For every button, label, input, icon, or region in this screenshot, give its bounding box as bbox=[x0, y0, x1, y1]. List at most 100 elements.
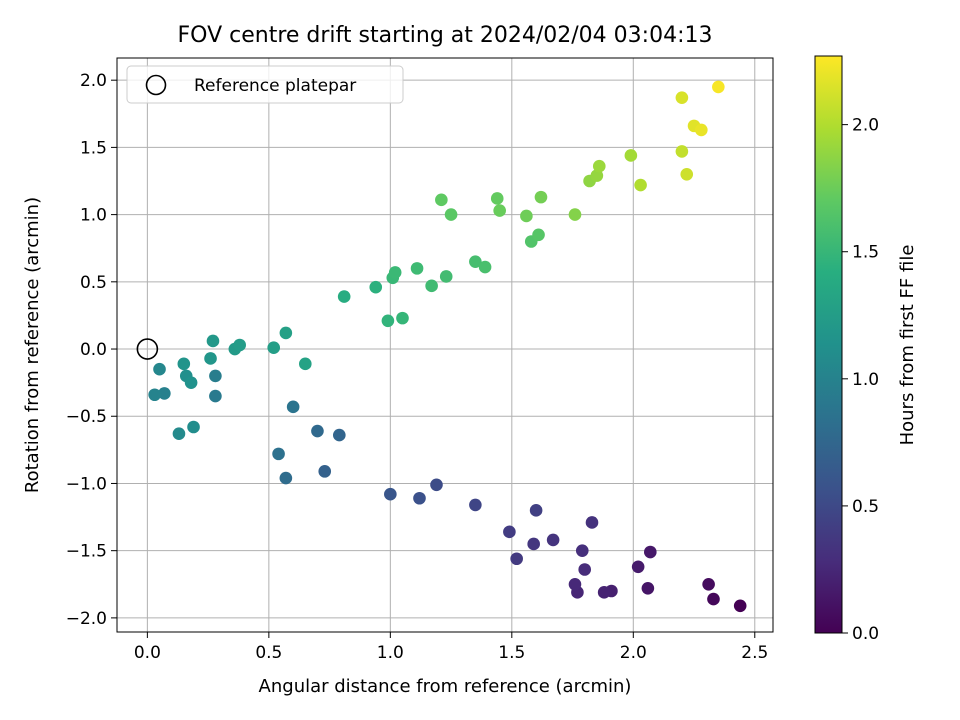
data-point bbox=[286, 400, 300, 414]
y-tick-label: −1.0 bbox=[66, 474, 107, 494]
data-point bbox=[311, 424, 324, 438]
data-point bbox=[695, 123, 708, 137]
data-point bbox=[430, 478, 443, 492]
y-axis-ticks: −2.0 −1.5 −1.0 −0.5 0.0 0.5 1.0 1.5 2.0 bbox=[66, 71, 117, 629]
y-tick-label: −0.5 bbox=[66, 407, 107, 427]
data-point bbox=[337, 290, 351, 303]
data-point bbox=[712, 80, 725, 94]
data-point bbox=[707, 592, 720, 606]
y-tick-label: 2.0 bbox=[80, 71, 107, 91]
data-point bbox=[444, 208, 458, 221]
data-point bbox=[177, 357, 191, 371]
data-point bbox=[568, 577, 582, 591]
data-point bbox=[184, 376, 198, 389]
colorbar-tick-label: 2.0 bbox=[852, 116, 879, 136]
data-point bbox=[439, 270, 453, 283]
data-point bbox=[510, 552, 523, 566]
data-point bbox=[206, 334, 220, 348]
y-tick-label: 0.0 bbox=[80, 340, 107, 360]
y-tick-label: 1.5 bbox=[80, 138, 107, 158]
x-tick-label: 1.0 bbox=[377, 643, 404, 663]
data-point bbox=[158, 387, 171, 400]
data-point bbox=[490, 192, 504, 205]
x-tick-label: 0.5 bbox=[255, 643, 282, 663]
data-point bbox=[425, 279, 438, 293]
data-point bbox=[624, 149, 638, 162]
y-tick-label: 1.0 bbox=[80, 206, 107, 226]
colorbar-tick-label: 0.0 bbox=[852, 624, 879, 644]
data-point bbox=[153, 362, 166, 376]
data-point bbox=[298, 357, 312, 371]
data-point bbox=[592, 159, 606, 173]
colorbar bbox=[814, 55, 843, 634]
data-point bbox=[575, 544, 589, 557]
data-point bbox=[590, 169, 604, 182]
data-point bbox=[381, 314, 395, 328]
colorbar-tick-label: 1.0 bbox=[852, 370, 879, 390]
data-point bbox=[529, 504, 543, 517]
data-point bbox=[209, 369, 222, 383]
y-axis-label: Rotation from reference (arcmin) bbox=[22, 197, 43, 493]
data-point bbox=[503, 525, 516, 539]
data-point bbox=[435, 193, 448, 207]
x-tick-label: 1.5 bbox=[498, 643, 525, 663]
legend-box bbox=[126, 65, 404, 104]
plot-frame bbox=[116, 57, 774, 633]
data-point bbox=[279, 471, 293, 485]
data-point bbox=[469, 255, 482, 268]
colorbar-tick-label: 0.5 bbox=[852, 497, 879, 517]
data-point bbox=[369, 280, 383, 294]
data-point bbox=[634, 178, 647, 192]
data-point bbox=[410, 262, 424, 275]
x-tick-label: 2.5 bbox=[741, 643, 768, 663]
data-point bbox=[204, 352, 217, 365]
colorbar-label: Hours from first FF file bbox=[897, 245, 918, 446]
legend-marker-icon bbox=[145, 74, 167, 96]
data-point bbox=[384, 487, 397, 501]
data-point bbox=[318, 465, 332, 478]
data-point bbox=[568, 208, 582, 221]
data-point bbox=[527, 537, 540, 551]
data-point bbox=[675, 145, 689, 158]
x-tick-label: 2.0 bbox=[620, 643, 647, 663]
data-point bbox=[585, 516, 599, 529]
data-point bbox=[469, 498, 482, 512]
data-point bbox=[388, 266, 402, 279]
data-point bbox=[597, 586, 611, 599]
data-points bbox=[148, 80, 747, 613]
data-point bbox=[675, 91, 689, 104]
legend-label: Reference platepar bbox=[194, 76, 356, 96]
x-tick-label: 0.0 bbox=[134, 643, 161, 663]
x-axis-label: Angular distance from reference (arcmin) bbox=[259, 676, 632, 697]
data-point bbox=[396, 311, 409, 325]
x-axis-ticks: 0.0 0.5 1.0 1.5 2.0 2.5 bbox=[134, 632, 768, 663]
y-tick-label: 0.5 bbox=[80, 273, 107, 293]
data-point bbox=[534, 190, 548, 204]
y-tick-label: −1.5 bbox=[66, 542, 107, 562]
data-point bbox=[733, 599, 747, 613]
data-point bbox=[272, 447, 285, 461]
data-point bbox=[478, 260, 492, 274]
data-point bbox=[267, 341, 281, 354]
y-tick-label: −2.0 bbox=[66, 609, 107, 629]
colorbar-ticks: 0.0 0.5 1.0 1.5 2.0 bbox=[842, 116, 879, 644]
data-point bbox=[187, 420, 200, 434]
reference-marker bbox=[136, 338, 159, 360]
data-point bbox=[493, 204, 506, 217]
data-point bbox=[413, 491, 426, 505]
data-point bbox=[631, 560, 645, 574]
data-point bbox=[702, 577, 715, 591]
data-point bbox=[209, 389, 222, 403]
legend: Reference platepar bbox=[126, 65, 404, 104]
data-point bbox=[546, 533, 560, 547]
data-point bbox=[148, 388, 161, 402]
data-point bbox=[680, 167, 694, 181]
data-point bbox=[233, 338, 246, 352]
data-point bbox=[532, 228, 545, 242]
data-point bbox=[333, 428, 346, 442]
colorbar-tick-label: 1.5 bbox=[852, 243, 879, 263]
data-point bbox=[279, 326, 293, 340]
data-point bbox=[644, 545, 657, 559]
data-point bbox=[520, 209, 533, 223]
